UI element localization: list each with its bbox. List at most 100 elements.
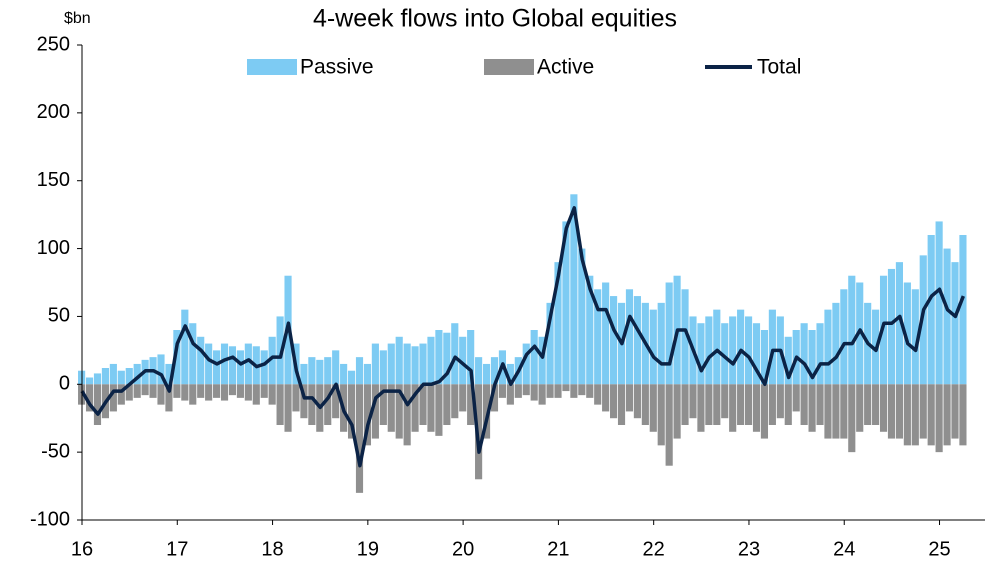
bar <box>546 302 554 385</box>
legend-label: Active <box>537 56 594 79</box>
bar <box>832 302 840 385</box>
bar <box>300 363 308 385</box>
bar <box>705 316 713 385</box>
bar <box>895 262 903 385</box>
y-tick-label: 0 <box>59 373 70 395</box>
bar <box>355 357 364 385</box>
bar <box>482 363 491 385</box>
bar <box>109 363 117 385</box>
bar <box>189 323 197 385</box>
bar <box>824 309 832 385</box>
bar <box>276 384 284 425</box>
bar <box>117 384 125 405</box>
bar <box>324 357 332 385</box>
bar <box>451 384 459 419</box>
bar <box>959 235 967 385</box>
bar <box>570 384 578 398</box>
bar <box>562 221 570 385</box>
bar <box>165 384 173 412</box>
bar <box>919 384 927 439</box>
bar <box>459 384 467 412</box>
bar <box>165 363 173 385</box>
bar <box>752 323 761 385</box>
bar <box>586 275 594 385</box>
bar <box>943 384 951 446</box>
bar <box>554 384 562 398</box>
bar <box>157 354 165 385</box>
bar <box>594 289 602 385</box>
bar <box>594 384 602 405</box>
legend-label: Passive <box>300 56 374 79</box>
x-tick-label: 16 <box>71 538 93 560</box>
bar <box>625 384 634 412</box>
bar <box>697 384 705 432</box>
bar <box>411 346 419 385</box>
bar <box>744 316 753 385</box>
bar <box>578 384 586 396</box>
bar <box>570 194 578 385</box>
bar <box>260 384 268 398</box>
bar <box>205 343 213 385</box>
bar <box>300 384 308 419</box>
bar <box>959 384 967 446</box>
bar <box>768 384 776 425</box>
bar <box>340 363 348 385</box>
bar <box>586 384 594 398</box>
bar <box>721 323 729 385</box>
bar <box>610 384 618 419</box>
x-tick-label: 21 <box>547 538 569 560</box>
bar <box>181 384 189 401</box>
bar <box>951 384 959 439</box>
x-tick-label: 22 <box>643 538 665 560</box>
bar <box>522 384 530 396</box>
bar <box>475 357 483 385</box>
bar <box>625 289 634 385</box>
bar <box>435 384 443 436</box>
bar <box>824 384 832 439</box>
bar <box>181 309 189 385</box>
bar <box>363 363 372 385</box>
bar <box>760 330 769 385</box>
bar <box>395 384 403 439</box>
bar <box>538 384 546 405</box>
bar <box>427 384 435 432</box>
bar <box>657 384 665 446</box>
bar <box>308 357 316 385</box>
bar <box>93 384 102 425</box>
bar <box>816 384 824 425</box>
bar <box>538 336 546 385</box>
bar <box>713 384 721 425</box>
y-tick-label: -100 <box>30 508 70 530</box>
bar <box>697 323 705 385</box>
bar <box>657 302 665 385</box>
bar <box>737 384 745 425</box>
bar <box>808 330 816 385</box>
y-tick-label: 50 <box>48 305 70 327</box>
bar <box>467 330 475 385</box>
x-tick-label: 18 <box>261 538 283 560</box>
bar <box>101 368 109 385</box>
bar <box>133 384 141 398</box>
bar <box>498 384 506 398</box>
bar <box>943 248 951 385</box>
bar <box>649 309 657 385</box>
bar <box>887 384 896 439</box>
bar <box>546 384 554 398</box>
bar <box>411 384 419 432</box>
x-tick-label: 19 <box>357 538 379 560</box>
bar <box>530 384 538 401</box>
bar <box>141 384 149 396</box>
bar <box>260 350 268 385</box>
y-tick-label: 200 <box>37 101 70 123</box>
bar <box>729 316 737 385</box>
bar <box>316 359 324 385</box>
bar <box>927 384 935 446</box>
bar <box>911 384 919 446</box>
bar <box>451 323 459 385</box>
bar <box>935 221 943 385</box>
bar <box>220 343 229 385</box>
bar <box>800 384 808 425</box>
x-tick-label: 20 <box>452 538 474 560</box>
bar <box>784 384 792 425</box>
